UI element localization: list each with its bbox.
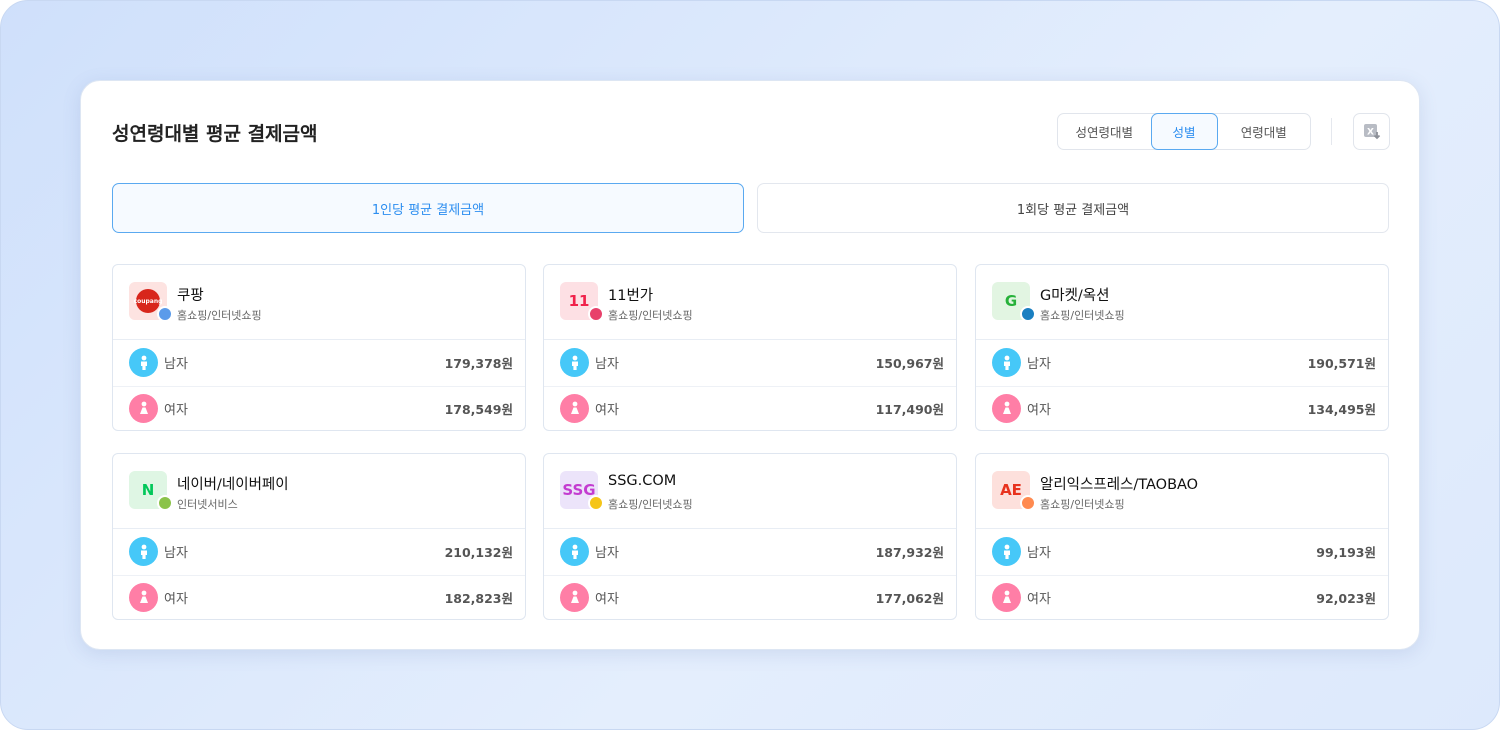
gender-row: 남자 179,378원 xyxy=(113,340,525,386)
gender-row: 남자 190,571원 xyxy=(976,340,1388,386)
category-dot-icon xyxy=(157,306,173,322)
merchant-card: G G마켓/옥션 홈쇼핑/인터넷쇼핑 남자 190,571원 여자 134,49… xyxy=(975,264,1389,431)
merchant-logo: 11 xyxy=(560,282,598,320)
merchant-name: SSG.COM xyxy=(608,473,677,489)
card-header: AE 알리익스프레스/TAOBAO 홈쇼핑/인터넷쇼핑 xyxy=(976,454,1388,529)
tab-per-person[interactable]: 1인당 평균 결제금액 xyxy=(112,183,744,233)
amount-value: 99,193원 xyxy=(1316,545,1376,561)
male-icon xyxy=(992,537,1021,567)
gender-label: 남자 xyxy=(595,357,619,373)
gender-row: 남자 210,132원 xyxy=(113,529,525,575)
segment-gender[interactable]: 성별 xyxy=(1150,113,1218,150)
female-icon xyxy=(560,583,589,613)
svg-text:X: X xyxy=(1367,127,1374,137)
category-dot-icon xyxy=(1020,306,1036,322)
category-dot-icon xyxy=(588,306,604,322)
segment-control: 성연령대별 성별 연령대별 xyxy=(1057,113,1311,150)
female-icon xyxy=(992,394,1021,424)
excel-download-icon: X xyxy=(1363,123,1380,139)
amount-value: 134,495원 xyxy=(1307,402,1376,418)
amount-value: 177,062원 xyxy=(875,591,944,607)
card-header: 11 11번가 홈쇼핑/인터넷쇼핑 xyxy=(544,265,956,340)
merchant-name: 11번가 xyxy=(608,288,654,304)
female-icon xyxy=(129,394,158,424)
gender-row: 여자 117,490원 xyxy=(544,385,956,432)
amount-value: 187,932원 xyxy=(875,545,944,561)
amount-value: 92,023원 xyxy=(1316,591,1376,607)
gender-label: 남자 xyxy=(595,546,619,562)
merchant-card: coupang 쿠팡 홈쇼핑/인터넷쇼핑 남자 179,378원 여자 178,… xyxy=(112,264,526,431)
card-header: G G마켓/옥션 홈쇼핑/인터넷쇼핑 xyxy=(976,265,1388,340)
card-header: SSG SSG.COM 홈쇼핑/인터넷쇼핑 xyxy=(544,454,956,529)
divider xyxy=(1331,118,1332,145)
amount-value: 182,823원 xyxy=(444,591,513,607)
gender-row: 여자 182,823원 xyxy=(113,574,525,621)
gender-label: 남자 xyxy=(164,357,188,373)
female-icon xyxy=(129,583,158,613)
merchant-category: 홈쇼핑/인터넷쇼핑 xyxy=(1040,498,1125,511)
male-icon xyxy=(129,348,158,378)
gender-label: 여자 xyxy=(1027,403,1051,419)
segment-age-gender[interactable]: 성연령대별 xyxy=(1075,125,1133,140)
merchant-card: SSG SSG.COM 홈쇼핑/인터넷쇼핑 남자 187,932원 여자 177… xyxy=(543,453,957,620)
merchant-card: N 네이버/네이버페이 인터넷서비스 남자 210,132원 여자 182,82… xyxy=(112,453,526,620)
amount-value: 178,549원 xyxy=(444,402,513,418)
merchant-name: 알리익스프레스/TAOBAO xyxy=(1040,477,1199,493)
male-icon xyxy=(560,348,589,378)
gender-label: 남자 xyxy=(1027,546,1051,562)
gender-label: 여자 xyxy=(595,403,619,419)
category-dot-icon xyxy=(588,495,604,511)
page-title: 성연령대별 평균 결제금액 xyxy=(112,123,318,145)
gender-row: 남자 99,193원 xyxy=(976,529,1388,575)
merchant-name: 쿠팡 xyxy=(177,288,204,304)
category-dot-icon xyxy=(157,495,173,511)
card-header: coupang 쿠팡 홈쇼핑/인터넷쇼핑 xyxy=(113,265,525,340)
gender-label: 남자 xyxy=(164,546,188,562)
amount-value: 150,967원 xyxy=(875,356,944,372)
gender-row: 여자 178,549원 xyxy=(113,385,525,432)
merchant-category: 홈쇼핑/인터넷쇼핑 xyxy=(177,309,262,322)
merchant-category: 홈쇼핑/인터넷쇼핑 xyxy=(608,309,693,322)
amount-value: 117,490원 xyxy=(875,402,944,418)
gender-row: 여자 177,062원 xyxy=(544,574,956,621)
male-icon xyxy=(129,537,158,567)
female-icon xyxy=(560,394,589,424)
amount-value: 210,132원 xyxy=(444,545,513,561)
merchant-category: 홈쇼핑/인터넷쇼핑 xyxy=(608,498,693,511)
merchant-category: 홈쇼핑/인터넷쇼핑 xyxy=(1040,309,1125,322)
panel: 성연령대별 평균 결제금액 성연령대별 성별 연령대별 X 1인당 평균 결제금… xyxy=(80,80,1420,650)
segment-age[interactable]: 연령대별 xyxy=(1240,125,1287,140)
merchant-card: AE 알리익스프레스/TAOBAO 홈쇼핑/인터넷쇼핑 남자 99,193원 여… xyxy=(975,453,1389,620)
female-icon xyxy=(992,583,1021,613)
card-header: N 네이버/네이버페이 인터넷서비스 xyxy=(113,454,525,529)
gender-row: 남자 187,932원 xyxy=(544,529,956,575)
category-dot-icon xyxy=(1020,495,1036,511)
gender-label: 여자 xyxy=(164,403,188,419)
gender-row: 남자 150,967원 xyxy=(544,340,956,386)
gender-label: 남자 xyxy=(1027,357,1051,373)
excel-download-button[interactable]: X xyxy=(1353,113,1390,150)
merchant-logo: SSG xyxy=(560,471,598,509)
merchant-name: 네이버/네이버페이 xyxy=(177,477,289,493)
amount-value: 190,571원 xyxy=(1307,356,1376,372)
gender-label: 여자 xyxy=(164,592,188,608)
amount-value: 179,378원 xyxy=(444,356,513,372)
gender-label: 여자 xyxy=(595,592,619,608)
gender-row: 여자 92,023원 xyxy=(976,574,1388,621)
merchant-name: G마켓/옥션 xyxy=(1040,288,1110,304)
male-icon xyxy=(560,537,589,567)
male-icon xyxy=(992,348,1021,378)
merchant-category: 인터넷서비스 xyxy=(177,498,238,511)
gender-row: 여자 134,495원 xyxy=(976,385,1388,432)
merchant-card: 11 11번가 홈쇼핑/인터넷쇼핑 남자 150,967원 여자 117,490… xyxy=(543,264,957,431)
gender-label: 여자 xyxy=(1027,592,1051,608)
tab-per-transaction[interactable]: 1회당 평균 결제금액 xyxy=(757,183,1389,233)
